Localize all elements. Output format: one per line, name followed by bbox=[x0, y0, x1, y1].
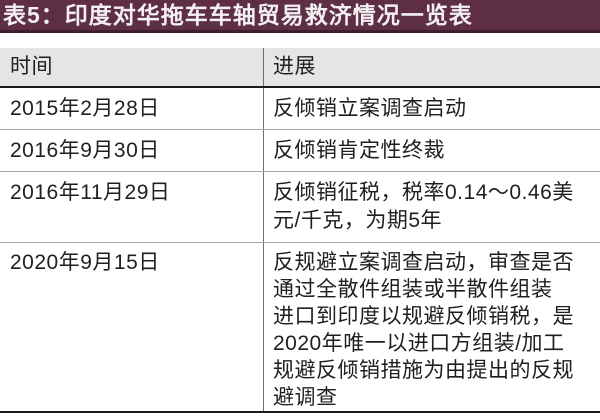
progress-cell: 反倾销立案调查启动 bbox=[263, 88, 600, 129]
trade-remedy-table: 时间 进展 2015年2月28日 反倾销立案调查启动 2016年9月30日 反倾… bbox=[0, 48, 600, 413]
time-cell: 2020年9月15日 bbox=[10, 251, 160, 274]
table-title: 表5：印度对华拖车车轴贸易救济情况一览表 bbox=[3, 2, 473, 28]
header-progress: 进展 bbox=[263, 48, 600, 86]
table-row: 2015年2月28日 反倾销立案调查启动 bbox=[0, 88, 600, 130]
time-cell: 2016年11月29日 bbox=[10, 181, 171, 204]
header-time: 时间 bbox=[10, 55, 53, 78]
table-header-row: 时间 进展 bbox=[0, 48, 600, 88]
table-row: 2020年9月15日 反规避立案调查启动，审查是否 通过全散件组装或半散件组装 … bbox=[0, 243, 600, 413]
table-row: 2016年11月29日 反倾销征税，税率0.14～0.46美 元/千克，为期5年 bbox=[0, 172, 600, 243]
table-row: 2016年9月30日 反倾销肯定性终裁 bbox=[0, 130, 600, 172]
progress-cell: 反规避立案调查启动，审查是否 通过全散件组装或半散件组装 进口到印度以规避反倾销… bbox=[263, 243, 600, 411]
table-title-bar: 表5：印度对华拖车车轴贸易救济情况一览表 bbox=[0, 0, 600, 33]
time-cell: 2015年2月28日 bbox=[10, 97, 160, 120]
time-cell: 2016年9月30日 bbox=[10, 139, 160, 162]
progress-cell: 反倾销肯定性终裁 bbox=[263, 130, 600, 171]
progress-cell: 反倾销征税，税率0.14～0.46美 元/千克，为期5年 bbox=[263, 172, 600, 242]
